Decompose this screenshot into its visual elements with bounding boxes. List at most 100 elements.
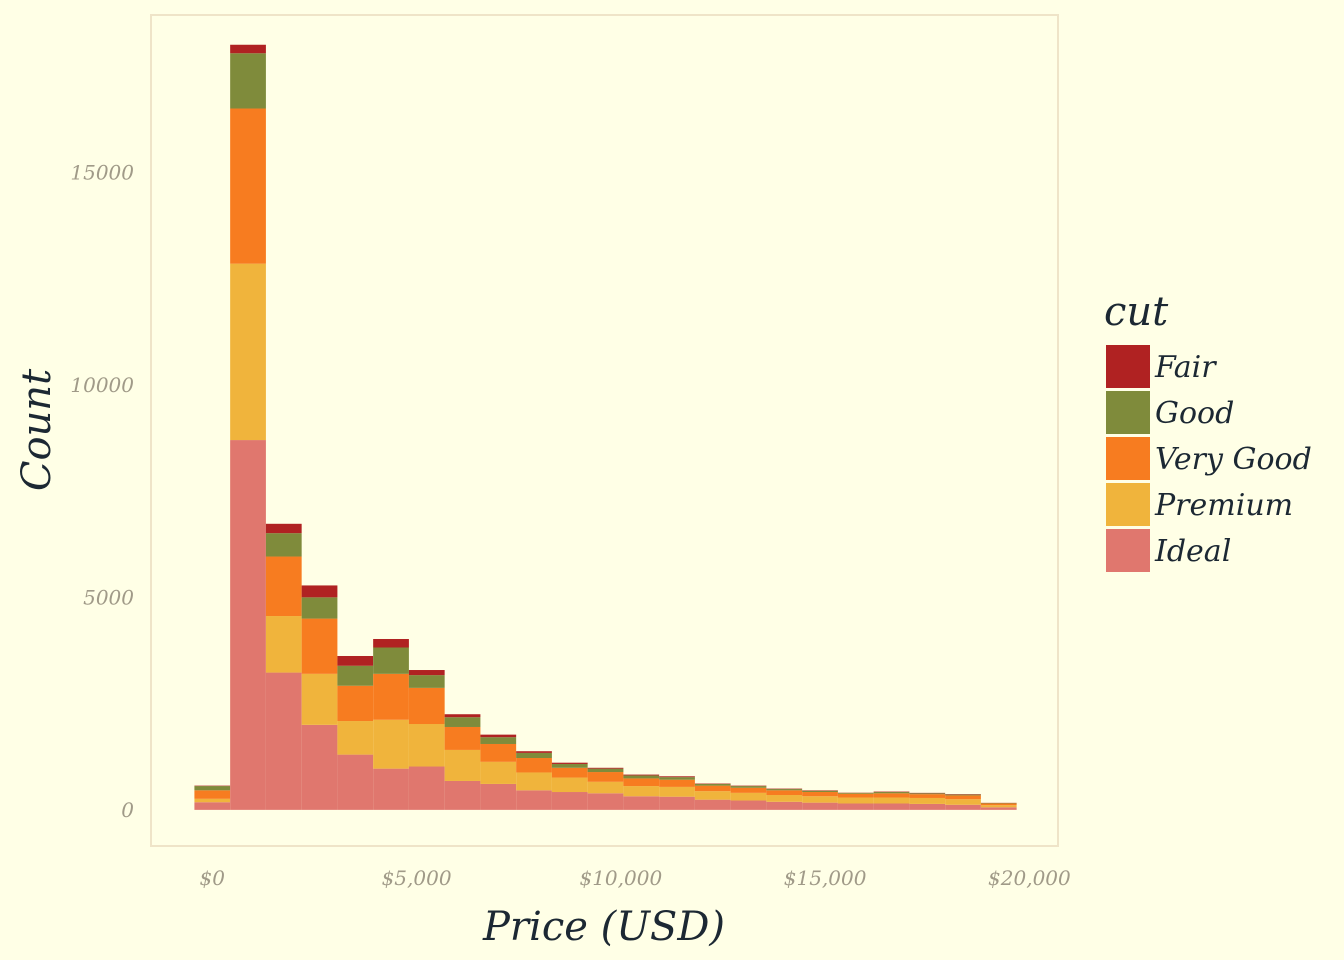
bar-premium-bin-4 (337, 721, 374, 755)
y-tick-label: 15000 (70, 160, 134, 184)
x-tick-label: $10,000 (579, 866, 662, 890)
legend-label-fair: Fair (1154, 350, 1217, 385)
legend-title: cut (1104, 289, 1169, 335)
bar-premium-bin-1 (230, 263, 266, 441)
legend-label-very-good: Very Good (1155, 442, 1312, 477)
bar-fair-bin-6 (408, 670, 445, 676)
legend-swatch-very-good (1106, 437, 1150, 480)
bar-very-good-bin-8 (480, 743, 517, 762)
bar-good-bin-2 (265, 533, 302, 557)
bar-ideal-bin-15 (730, 800, 767, 810)
bar-good-bin-4 (337, 665, 374, 686)
plot-panel-border (150, 14, 1059, 847)
bar-ideal-bin-11 (587, 793, 624, 810)
x-tick-label: $15,000 (784, 866, 867, 890)
bar-ideal-bin-1 (230, 440, 266, 810)
bar-ideal-bin-22 (980, 807, 1017, 810)
bar-premium-bin-8 (480, 761, 517, 784)
y-tick-label: 0 (121, 798, 134, 822)
legend-swatch-premium (1106, 483, 1150, 526)
bar-ideal-bin-10 (551, 792, 588, 810)
bar-fair-bin-13 (659, 776, 695, 778)
bar-good-bin-10 (551, 763, 588, 768)
x-tick-label: $5,000 (382, 866, 452, 890)
bar-fair-bin-9 (516, 751, 552, 753)
bar-very-good-bin-1 (230, 108, 266, 264)
bar-good-bin-15 (730, 786, 767, 788)
bar-premium-bin-5 (373, 719, 409, 769)
y-axis-ticks: 0 5000 10000 15000 (70, 160, 134, 822)
x-tick-label: $0 (200, 866, 226, 890)
bar-very-good-bin-21 (945, 795, 981, 800)
bar-ideal-bin-3 (301, 724, 338, 810)
bar-ideal-bin-9 (516, 790, 552, 810)
bar-good-bin-12 (623, 775, 660, 779)
bar-premium-bin-2 (265, 616, 302, 673)
bar-very-good-bin-18 (837, 793, 874, 798)
bar-ideal-bin-8 (480, 783, 517, 810)
legend-swatch-good (1106, 391, 1150, 434)
bar-fair-bin-11 (587, 767, 624, 769)
legend-label-premium: Premium (1154, 488, 1293, 523)
bar-premium-bin-17 (802, 796, 838, 803)
bar-ideal-bin-12 (623, 796, 660, 810)
bar-ideal-bin-4 (337, 754, 374, 810)
bar-premium-bin-18 (837, 797, 874, 804)
x-axis-title: Price (USD) (482, 904, 725, 950)
legend-swatch-ideal (1106, 529, 1150, 572)
x-axis-ticks: $0 $5,000 $10,000 $15,000 $20,000 (200, 866, 1071, 890)
bar-ideal-bin-18 (837, 803, 874, 810)
bar-very-good-bin-7 (444, 726, 481, 750)
bar-ideal-bin-2 (265, 672, 302, 810)
bar-ideal-bin-20 (909, 803, 946, 810)
bar-good-bin-7 (444, 717, 481, 727)
bar-good-bin-11 (587, 768, 624, 773)
bar-premium-bin-9 (516, 772, 552, 791)
legend: cut Fair Good Very Good Premium Ideal (1104, 289, 1312, 572)
bar-good-bin-6 (408, 675, 445, 688)
bar-premium-bin-7 (444, 749, 481, 781)
bar-fair-bin-7 (444, 714, 481, 718)
bar-very-good-bin-15 (730, 787, 767, 793)
bar-fair-bin-10 (551, 762, 588, 764)
bar-fair-bin-12 (623, 774, 660, 776)
bar-premium-bin-10 (551, 777, 588, 793)
y-tick-label: 10000 (70, 373, 134, 397)
bar-ideal-bin-16 (766, 801, 803, 810)
bars-layer (194, 44, 1017, 810)
bar-very-good-bin-14 (694, 785, 731, 792)
y-axis-title: Count (14, 368, 60, 491)
x-tick-label: $20,000 (988, 866, 1071, 890)
bar-very-good-bin-19 (873, 793, 910, 798)
bar-premium-bin-0 (194, 798, 231, 803)
bar-good-bin-1 (230, 53, 266, 109)
bar-premium-bin-16 (766, 794, 803, 802)
bar-premium-bin-13 (659, 786, 695, 797)
bar-premium-bin-12 (623, 786, 660, 797)
bar-very-good-bin-10 (551, 767, 588, 778)
bar-good-bin-8 (480, 737, 517, 744)
bar-very-good-bin-22 (980, 803, 1017, 806)
bar-good-bin-5 (373, 647, 409, 674)
bar-very-good-bin-3 (301, 618, 338, 674)
bar-very-good-bin-20 (909, 794, 946, 798)
bar-very-good-bin-11 (587, 772, 624, 782)
bar-good-bin-13 (659, 777, 695, 780)
bar-very-good-bin-9 (516, 758, 552, 773)
bar-very-good-bin-13 (659, 779, 695, 787)
bar-premium-bin-14 (694, 791, 731, 800)
bar-premium-bin-3 (301, 673, 338, 725)
legend-swatch-fair (1106, 345, 1150, 388)
bar-very-good-bin-5 (373, 673, 409, 720)
bar-very-good-bin-2 (265, 556, 302, 617)
bar-good-bin-0 (194, 786, 231, 791)
bar-premium-bin-11 (587, 781, 624, 794)
bar-very-good-bin-0 (194, 790, 231, 799)
bar-premium-bin-21 (945, 799, 981, 805)
bar-premium-bin-6 (408, 724, 445, 767)
bar-good-bin-16 (766, 789, 803, 791)
bar-fair-bin-2 (265, 523, 302, 534)
bar-good-bin-14 (694, 783, 731, 786)
bar-very-good-bin-17 (802, 792, 838, 797)
